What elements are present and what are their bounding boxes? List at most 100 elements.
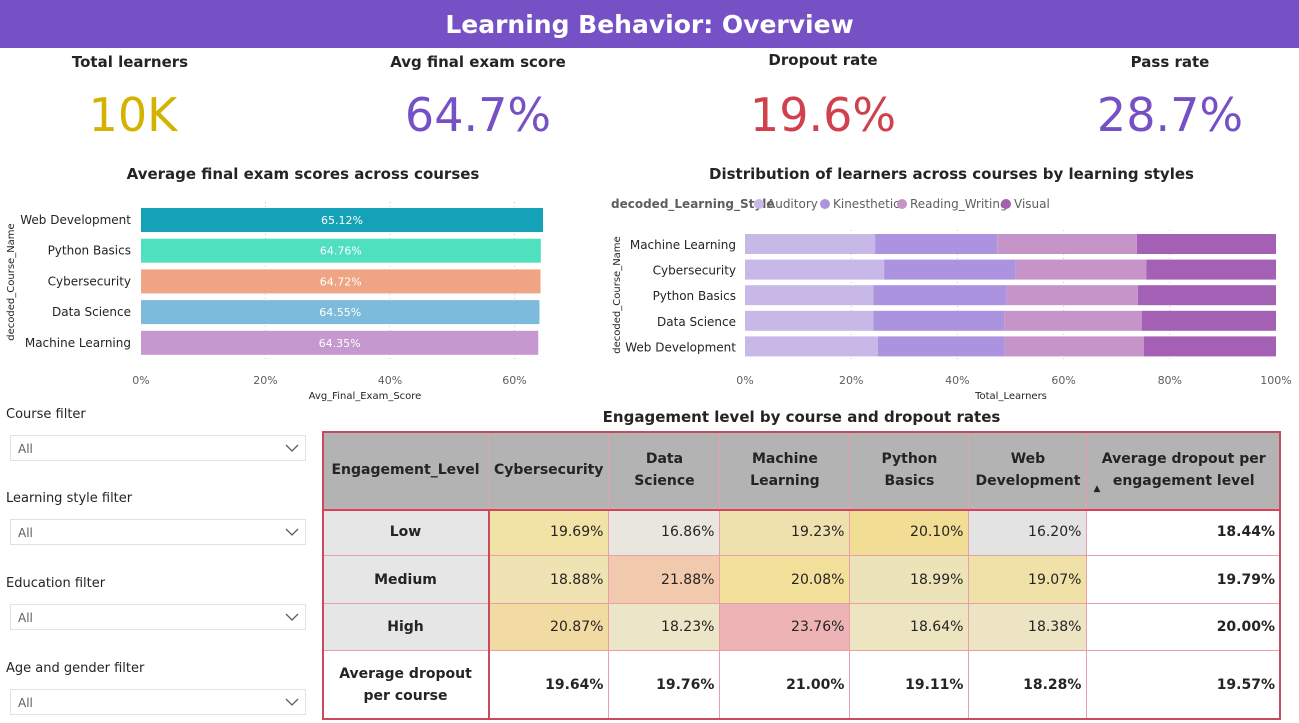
stacked-segment[interactable] [745, 285, 874, 306]
matrix-cell[interactable]: 16.20% [968, 507, 1088, 557]
matrix-cell[interactable]: 23.76% [719, 602, 851, 652]
stacked-segment[interactable] [877, 336, 1005, 357]
stacked-segment[interactable] [1137, 285, 1276, 306]
kpi-value: 19.6% [749, 88, 897, 142]
y-category-label: Web Development [625, 340, 736, 354]
stacked-segment[interactable] [884, 259, 1016, 280]
learning-style-filter-dropdown[interactable]: All [10, 519, 306, 545]
bar[interactable] [141, 208, 543, 232]
y-axis-title: decoded_Course_Name [6, 223, 17, 340]
stacked-segment[interactable] [1006, 285, 1138, 306]
matrix-header[interactable]: Engagement_Level [322, 431, 489, 509]
engagement-matrix[interactable]: Engagement_Level Cybersecurity Data Scie… [322, 431, 1281, 720]
stacked-segment[interactable] [1141, 310, 1276, 331]
matrix-total-row[interactable]: Average dropout per course 19.64% 19.76% 21… [322, 650, 1281, 720]
matrix-row-total[interactable]: 19.79% [1086, 555, 1281, 604]
matrix-row[interactable]: High 20.87% 18.23% 23.76% 18.64% 18.38% 20.00% [322, 602, 1281, 652]
course-filter-dropdown[interactable]: All [10, 435, 306, 461]
matrix-column-total[interactable]: 18.28% [968, 650, 1088, 720]
matrix-cell[interactable]: 21.88% [608, 555, 721, 604]
matrix-cell[interactable]: 20.08% [719, 555, 851, 604]
matrix-column-total[interactable]: 19.64% [487, 650, 610, 720]
matrix-header[interactable]: Web Development [968, 431, 1088, 509]
stacked-segment[interactable] [745, 336, 878, 357]
stacked-segment[interactable] [997, 234, 1137, 254]
y-category-label: Python Basics [653, 289, 736, 303]
age-gender-filter-dropdown[interactable]: All [10, 689, 306, 715]
stacked-segment[interactable] [875, 234, 998, 254]
bar-data-label: 64.76% [320, 245, 362, 258]
education-filter-dropdown[interactable]: All [10, 604, 306, 630]
matrix-title: Engagement level by course and dropout r… [602, 408, 1001, 426]
matrix-cell[interactable]: 19.69% [487, 507, 610, 557]
x-axis-title: Total_Learners [974, 391, 1047, 402]
bar[interactable] [141, 330, 539, 355]
matrix-cell[interactable]: 18.38% [968, 602, 1088, 652]
y-category-label: Web Development [20, 213, 131, 227]
bar-data-label: 64.72% [320, 275, 362, 288]
matrix-cell[interactable]: 18.64% [849, 602, 970, 652]
chevron-down-icon [285, 613, 299, 621]
stacked-segment[interactable] [1015, 259, 1147, 280]
matrix-cell[interactable]: 19.23% [719, 507, 851, 557]
matrix-total-row-header[interactable]: Average dropout per course [322, 650, 489, 720]
stacked-segment[interactable] [745, 310, 874, 331]
stacked-segment[interactable] [873, 310, 1005, 331]
bar-chart[interactable]: 0% 20% 40% 60% Avg_Final_Exam_Score decoded_C… [0, 190, 600, 405]
filter-value: All [18, 526, 33, 540]
matrix-row[interactable]: Low 19.69% 16.86% 19.23% 20.10% 16.20% 18.44% [322, 507, 1281, 557]
legend-item: Kinesthetic [833, 197, 900, 211]
x-tick-label: 40% [945, 374, 969, 387]
stacked-segment[interactable] [1146, 259, 1276, 280]
stacked-segment[interactable] [1136, 234, 1276, 254]
matrix-cell[interactable]: 16.86% [608, 507, 721, 557]
bar[interactable] [141, 300, 540, 325]
matrix-column-total[interactable]: 19.11% [849, 650, 970, 720]
stacked-segment[interactable] [745, 234, 876, 254]
legend-title: decoded_Learning_Style [611, 197, 774, 212]
bar[interactable] [141, 269, 541, 294]
y-category-label: Cybersecurity [48, 274, 131, 288]
stacked-chart-title: Distribution of learners across courses … [709, 165, 1194, 183]
matrix-row[interactable]: Medium 18.88% 21.88% 20.08% 18.99% 19.07% 19.7… [322, 555, 1281, 604]
stacked-segment[interactable] [1004, 310, 1142, 331]
stacked-segment[interactable] [745, 259, 885, 280]
matrix-header[interactable]: Python Basics [849, 431, 970, 509]
y-category-label: Machine Learning [630, 238, 736, 252]
matrix-column-total[interactable]: 19.76% [608, 650, 721, 720]
matrix-header[interactable]: Machine Learning [719, 431, 851, 509]
chevron-down-icon [285, 444, 299, 452]
matrix-cell[interactable]: 20.87% [487, 602, 610, 652]
bar[interactable] [141, 238, 541, 263]
stacked-segment[interactable] [873, 285, 1007, 306]
y-category-label: Python Basics [48, 244, 131, 258]
matrix-row-total[interactable]: 20.00% [1086, 602, 1281, 652]
x-tick-label: 20% [253, 374, 277, 387]
matrix-cell[interactable]: 18.99% [849, 555, 970, 604]
matrix-grand-total[interactable]: 19.57% [1086, 650, 1281, 720]
matrix-row-header[interactable]: Low [322, 507, 489, 557]
matrix-cell[interactable]: 19.07% [968, 555, 1088, 604]
matrix-header[interactable]: Cybersecurity [487, 431, 610, 509]
kpi-label: Avg final exam score [390, 53, 566, 71]
x-tick-label: 20% [839, 374, 863, 387]
x-tick-label: 60% [1051, 374, 1075, 387]
matrix-row-header-divider [488, 509, 490, 720]
stacked-segment[interactable] [1004, 336, 1144, 357]
matrix-row-header[interactable]: Medium [322, 555, 489, 604]
matrix-column-total[interactable]: 21.00% [719, 650, 851, 720]
x-axis-title: Avg_Final_Exam_Score [309, 391, 422, 402]
stacked-segment[interactable] [1143, 336, 1276, 357]
y-category-label: Cybersecurity [653, 264, 736, 278]
x-tick-label: 0% [132, 374, 149, 387]
matrix-cell[interactable]: 18.23% [608, 602, 721, 652]
matrix-row-total[interactable]: 18.44% [1086, 507, 1281, 557]
matrix-header-sorted[interactable]: Average dropout per engagement level ▲ [1086, 431, 1281, 509]
matrix-row-header[interactable]: High [322, 602, 489, 652]
matrix-cell[interactable]: 20.10% [849, 507, 970, 557]
matrix-cell[interactable]: 18.88% [487, 555, 610, 604]
matrix-header[interactable]: Data Science [608, 431, 721, 509]
y-axis-title: decoded_Course_Name [612, 236, 623, 353]
sort-ascending-icon: ▲ [1093, 484, 1101, 494]
